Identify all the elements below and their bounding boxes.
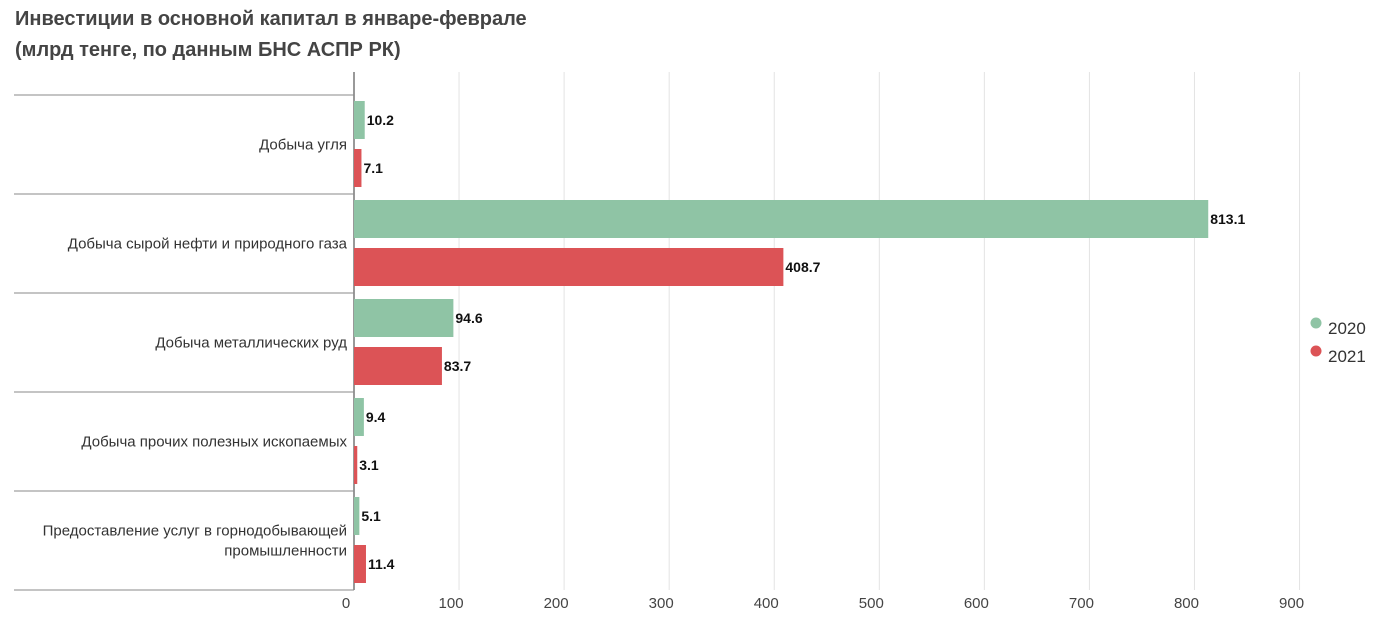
category-separators bbox=[14, 94, 354, 591]
category-label: Предоставление услуг в горнодобывающей bbox=[43, 523, 347, 540]
x-tick-label: 800 bbox=[1174, 595, 1199, 612]
x-tick-label: 100 bbox=[439, 595, 464, 612]
bar-2020 bbox=[354, 398, 364, 436]
data-label: 11.4 bbox=[368, 556, 395, 572]
category-label: Добыча прочих полезных ископаемых bbox=[81, 434, 347, 451]
x-tick-label: 500 bbox=[859, 595, 884, 612]
x-axis-ticks: 0 100 200 300 400 500 600 700 800 900 bbox=[342, 595, 1304, 612]
chart-title: Инвестиции в основной капитал в январе-ф… bbox=[15, 8, 527, 30]
x-tick-label: 300 bbox=[649, 595, 674, 612]
category-label: Добыча металлических руд bbox=[155, 335, 347, 352]
bar-2021 bbox=[354, 545, 366, 583]
legend-label: 2020 bbox=[1328, 319, 1366, 338]
data-label: 10.2 bbox=[367, 112, 394, 128]
bar-2020 bbox=[354, 200, 1209, 238]
data-label: 9.4 bbox=[366, 409, 386, 425]
gridlines bbox=[353, 72, 1301, 590]
legend-label: 2021 bbox=[1328, 347, 1366, 366]
bar-2021 bbox=[354, 347, 442, 385]
x-tick-label: 200 bbox=[544, 595, 569, 612]
bar-2021 bbox=[354, 248, 784, 286]
chart-subtitle: (млрд тенге, по данным БНС АСПР РК) bbox=[15, 39, 401, 61]
data-label: 94.6 bbox=[455, 310, 482, 326]
bar-2021 bbox=[354, 149, 362, 187]
x-tick-label: 700 bbox=[1069, 595, 1094, 612]
category-label: промышленности bbox=[224, 543, 347, 560]
x-tick-label: 600 bbox=[964, 595, 989, 612]
bars bbox=[354, 101, 1209, 583]
x-tick-label: 400 bbox=[754, 595, 779, 612]
data-label: 408.7 bbox=[785, 259, 820, 275]
data-label: 3.1 bbox=[359, 457, 379, 473]
bar-2021 bbox=[354, 446, 358, 484]
bar-2020 bbox=[354, 299, 454, 337]
legend-marker bbox=[1310, 345, 1322, 357]
category-labels: Добыча угля Добыча сырой нефти и природно… bbox=[43, 137, 348, 560]
data-label: 813.1 bbox=[1210, 211, 1245, 227]
data-label: 5.1 bbox=[361, 508, 381, 524]
x-tick-label: 0 bbox=[342, 595, 350, 612]
category-label: Добыча сырой нефти и природного газа bbox=[68, 236, 348, 253]
legend: 2020 2021 bbox=[1310, 317, 1366, 366]
category-label: Добыча угля bbox=[259, 137, 347, 154]
bar-2020 bbox=[354, 101, 365, 139]
x-tick-label: 900 bbox=[1279, 595, 1304, 612]
bar-2020 bbox=[354, 497, 360, 535]
legend-marker bbox=[1310, 317, 1322, 329]
data-labels: 10.2 813.1 94.6 9.4 5.1 7.1 408.7 83.7 3.1 11.4 bbox=[359, 112, 1245, 572]
data-label: 83.7 bbox=[444, 358, 471, 374]
data-label: 7.1 bbox=[363, 160, 383, 176]
